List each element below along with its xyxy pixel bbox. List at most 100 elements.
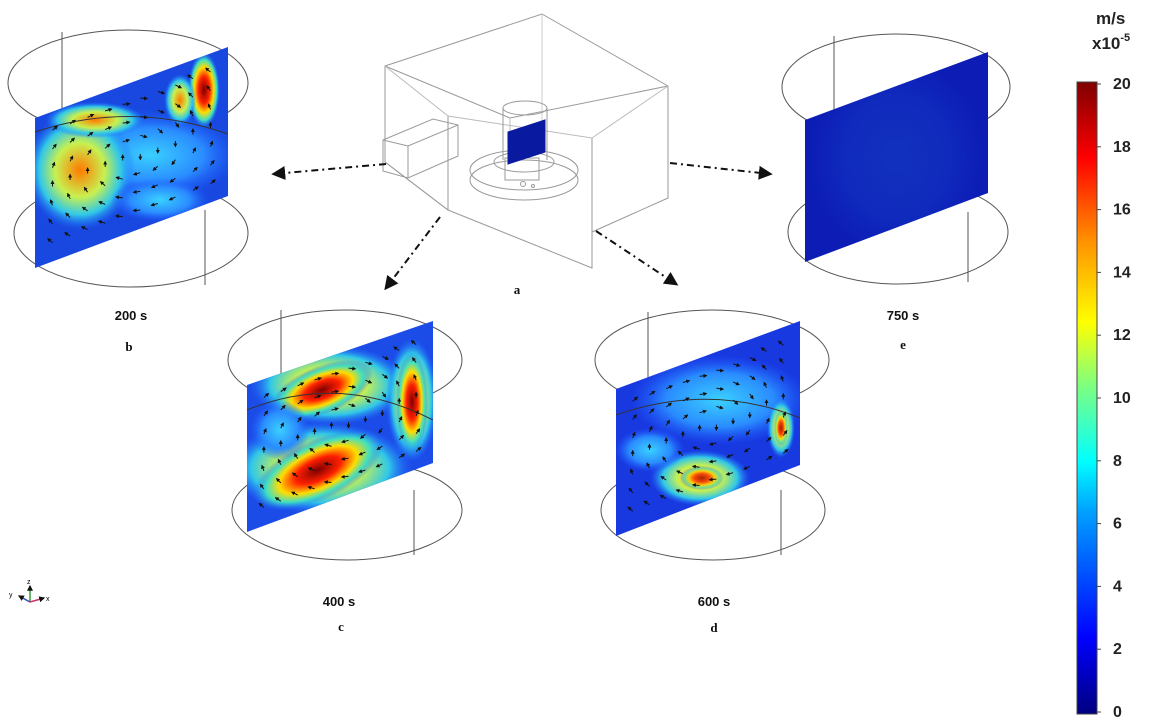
velocity-arrow	[115, 195, 123, 200]
panel-b-time: 200 s	[115, 308, 148, 323]
velocity-arrow	[348, 384, 357, 389]
velocity-arrow	[682, 379, 691, 384]
velocity-arrow	[708, 477, 717, 482]
velocity-arrow	[210, 159, 215, 166]
velocity-arrow	[280, 422, 284, 429]
velocity-arrow	[415, 409, 419, 417]
velocity-arrow	[691, 464, 700, 469]
velocity-arrow	[280, 404, 286, 411]
panel-e	[781, 33, 1011, 285]
velocity-arrow	[83, 186, 89, 193]
velocity-arrow	[171, 159, 176, 166]
velocity-arrow	[411, 357, 417, 363]
velocity-arrow	[725, 471, 734, 476]
velocity-arrow	[727, 436, 734, 442]
triad-y-label: y	[9, 592, 13, 599]
velocity-arrow	[331, 407, 339, 412]
panel-e-letter: e	[900, 337, 906, 352]
colorbar-tick-label: 2	[1113, 641, 1122, 658]
colorbar-tick-label: 16	[1113, 202, 1131, 219]
velocity-arrow	[297, 399, 304, 405]
velocity-arrow	[692, 446, 700, 451]
velocity-arrow	[643, 500, 650, 506]
velocity-arrow	[732, 399, 739, 405]
velocity-arrow	[157, 109, 165, 114]
velocity-arrow	[152, 165, 159, 171]
triad-x-label: x	[46, 596, 50, 603]
velocity-arrow	[69, 119, 77, 125]
velocity-arrow	[291, 472, 298, 478]
pointer-arrows	[271, 162, 773, 291]
velocity-arrow	[376, 445, 383, 451]
velocity-arrow	[732, 362, 741, 367]
velocity-arrow	[381, 391, 387, 398]
panel-b-letter: b	[125, 339, 132, 354]
velocity-arrow	[122, 120, 131, 125]
velocity-arrow	[314, 376, 322, 381]
velocity-arrow	[192, 147, 196, 154]
velocity-arrow	[716, 405, 724, 410]
velocity-arrow	[209, 140, 214, 147]
velocity-arrow	[87, 113, 95, 118]
velocity-arrow	[782, 411, 787, 418]
velocity-arrow	[122, 102, 131, 107]
velocity-arrow	[413, 374, 418, 381]
velocity-arrow	[675, 488, 684, 493]
colorbar-scale: x10-5	[1092, 32, 1130, 53]
velocity-arrow	[779, 357, 784, 364]
colorbar-tick-label: 18	[1113, 139, 1131, 156]
velocity-arrow	[691, 483, 700, 488]
axis-triad: z x y	[9, 579, 50, 603]
velocity-arrow	[745, 429, 751, 436]
velocity-arrow	[150, 184, 159, 189]
panel-a-letter: a	[514, 282, 521, 297]
velocity-arrow	[174, 122, 180, 128]
velocity-arrow	[175, 103, 182, 108]
velocity-arrow	[157, 90, 166, 95]
velocity-arrow	[324, 443, 332, 448]
colorbar-unit: m/s	[1096, 9, 1125, 28]
velocity-arrow	[415, 446, 422, 452]
colorbar-tick-label: 10	[1113, 390, 1131, 407]
velocity-arrow	[394, 363, 400, 369]
panel-d-time: 600 s	[698, 594, 731, 609]
velocity-arrow	[132, 208, 141, 213]
velocity-arrow	[122, 138, 131, 143]
velocity-arrow	[677, 450, 684, 456]
velocity-arrow	[105, 107, 113, 112]
velocity-arrow	[649, 408, 655, 414]
velocity-arrow	[782, 429, 788, 436]
panel-c	[227, 309, 463, 561]
velocity-arrow	[277, 458, 282, 465]
velocity-arrow	[782, 448, 789, 454]
velocity-arrow	[150, 202, 158, 207]
velocity-arrow	[192, 166, 198, 173]
velocity-arrow	[210, 179, 216, 185]
velocity-arrow	[410, 339, 417, 345]
velocity-arrow	[169, 177, 176, 183]
velocity-arrow	[157, 128, 164, 134]
velocity-arrow	[104, 143, 111, 149]
velocity-arrow	[627, 506, 634, 512]
velocity-arrow	[206, 85, 211, 92]
velocity-arrow	[649, 390, 656, 396]
velocity-arrow	[699, 391, 708, 396]
velocity-arrow	[132, 171, 141, 176]
velocity-arrow	[140, 134, 148, 139]
velocity-arrow	[64, 232, 71, 237]
velocity-arrow	[341, 439, 349, 444]
velocity-arrow	[682, 414, 689, 420]
velocity-arrow	[378, 427, 383, 434]
velocity-arrow	[646, 462, 651, 469]
velocity-arrow	[261, 464, 265, 471]
velocity-arrow	[716, 386, 725, 391]
velocity-arrow	[259, 483, 265, 490]
colorbar-tick-label: 20	[1113, 76, 1131, 93]
velocity-arrow	[192, 186, 199, 191]
velocity-arrow	[766, 436, 772, 443]
velocity-arrow	[761, 364, 767, 370]
velocity-arrow	[314, 394, 322, 399]
colorbar-tick-label: 0	[1113, 704, 1122, 721]
velocity-arrow	[629, 468, 634, 475]
